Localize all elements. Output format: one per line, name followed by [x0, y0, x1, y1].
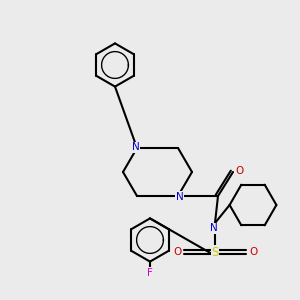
Text: O: O [249, 247, 257, 257]
Text: O: O [236, 166, 244, 176]
Text: O: O [174, 247, 182, 257]
Text: F: F [147, 268, 153, 278]
Text: N: N [176, 192, 183, 202]
Text: N: N [132, 142, 140, 152]
Text: N: N [210, 224, 218, 233]
Text: S: S [211, 245, 219, 259]
